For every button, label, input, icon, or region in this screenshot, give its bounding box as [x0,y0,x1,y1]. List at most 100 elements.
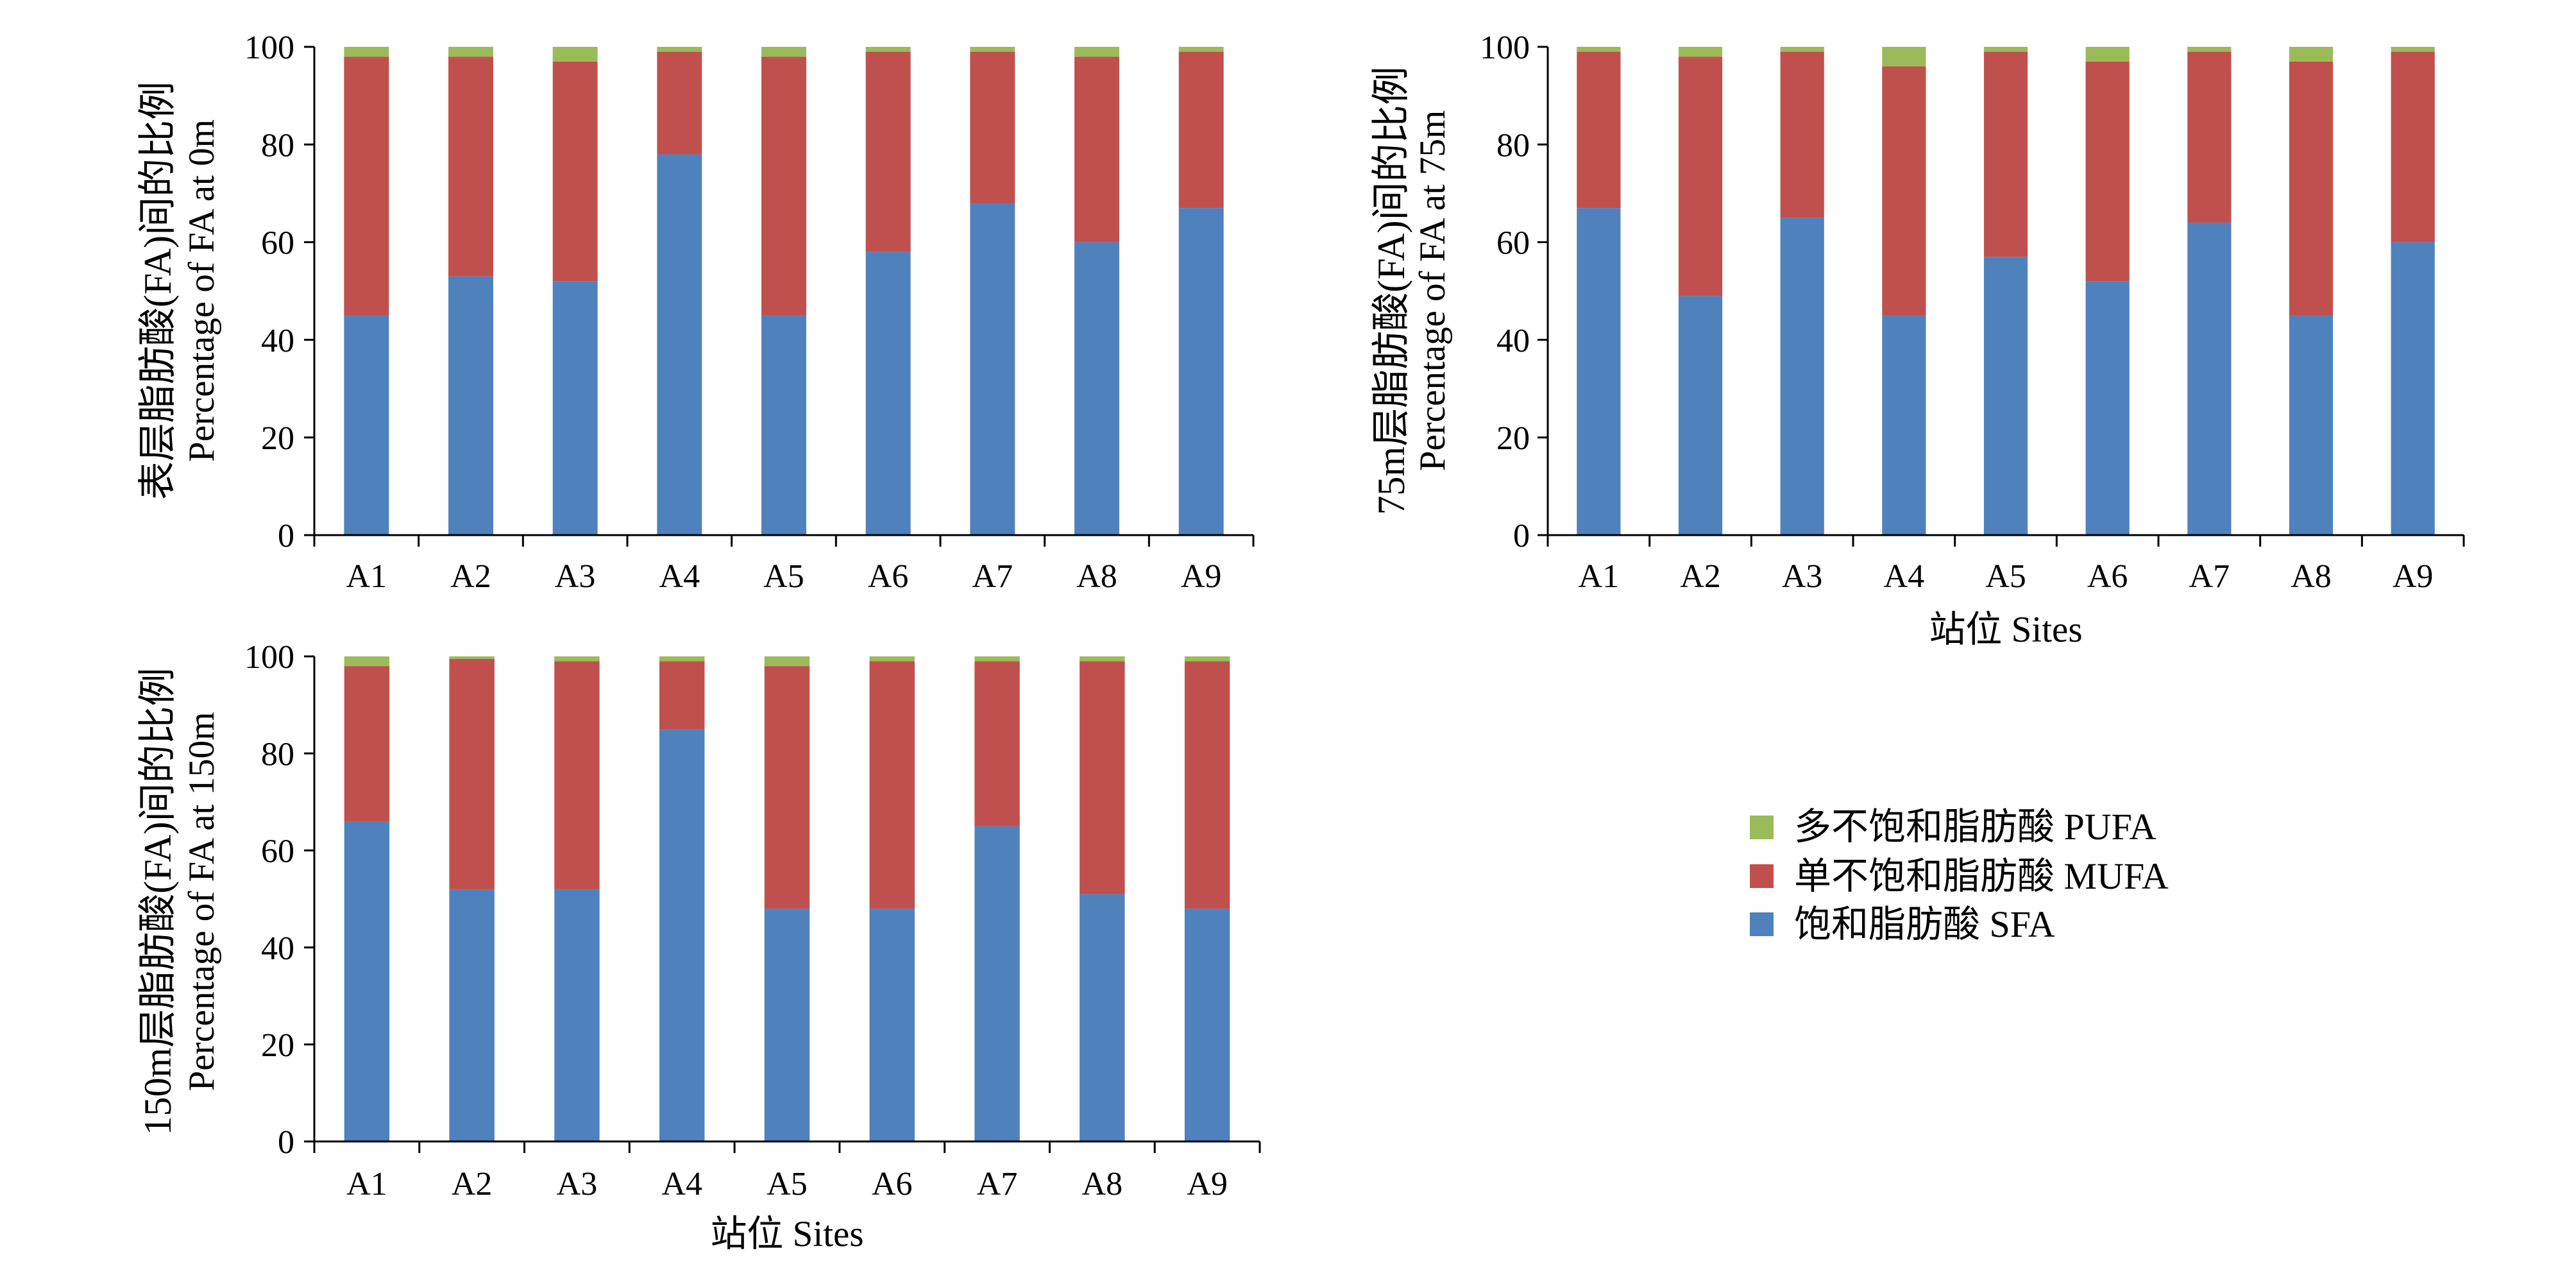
x-tick-label: A7 [2189,558,2230,595]
bar-segment-sfa-a8 [2289,315,2334,535]
bar-segment-sfa-a8 [1074,242,1119,535]
bar-segment-pufa-a4 [659,656,705,662]
bar-segment-mufa-a4 [659,661,705,730]
bar-segment-mufa-a6 [865,51,911,252]
x-tick-label: A7 [972,558,1013,595]
y-axis-title-en: Percentage of FA at 75m [1412,110,1453,471]
x-tick-label: A9 [1181,558,1222,595]
x-tick-label: A4 [661,1166,702,1202]
bar-segment-mufa-a8 [1074,56,1119,243]
bar-segment-pufa-a6 [865,47,911,52]
bar-segment-mufa-a4 [1882,66,1926,316]
legend-swatch-mufa [1750,864,1774,888]
legend-swatch-sfa [1750,912,1774,936]
y-tick-label: 0 [278,1124,294,1161]
bar-segment-pufa-a5 [1983,47,2028,52]
bar-segment-mufa-a1 [344,56,389,316]
bar-segment-mufa-a3 [1780,51,1824,218]
bar-segment-sfa-a3 [1780,218,1824,535]
x-tick-label: A1 [346,558,387,595]
bars [344,47,1224,536]
bar-segment-pufa-a8 [1074,47,1119,57]
x-tick-label: A1 [346,1166,387,1202]
bar-segment-mufa-a7 [970,51,1015,203]
bar-segment-pufa-a7 [970,47,1015,52]
bar-segment-sfa-a3 [552,281,598,535]
bar-segment-sfa-a2 [448,276,493,535]
x-tick-label: A7 [977,1166,1018,1202]
bar-segment-mufa-a8 [2289,61,2334,316]
bar-segment-mufa-a7 [2187,51,2232,223]
bar-segment-mufa-a1 [1577,51,1621,209]
bar-segment-pufa-a2 [1678,47,1723,57]
legend: 多不饱和脂肪酸 PUFA 单不饱和脂肪酸 MUFA 饱和脂肪酸 SFA [1750,806,2169,945]
y-tick-label: 60 [261,225,294,262]
y-tick-label: 80 [261,736,294,773]
bar-segment-mufa-a2 [1678,56,1723,296]
legend-label-sfa: 饱和脂肪酸 SFA [1794,903,2055,945]
bar-segment-pufa-a9 [1184,656,1230,662]
bar-segment-pufa-a3 [554,656,600,662]
bar-segment-mufa-a1 [344,666,390,822]
bar-segment-sfa-a9 [2391,242,2435,535]
bar-segment-mufa-a4 [657,51,702,155]
x-tick-label: A5 [1985,558,2026,595]
bar-segment-mufa-a7 [974,661,1020,826]
bar-segment-pufa-a5 [764,656,810,667]
legend-swatch-pufa [1750,816,1774,839]
x-tick-label: A9 [1187,1166,1228,1202]
x-axis-title: 站位 Sites [1929,610,2082,650]
bar-segment-sfa-a6 [869,909,915,1141]
x-axis-title: 站位 Sites [710,1214,863,1254]
y-tick-label: 0 [1513,518,1530,554]
y-tick-label: 20 [1496,420,1530,457]
bars [1577,47,2435,535]
bar-segment-sfa-a4 [659,729,705,1141]
bar-segment-mufa-a2 [449,658,495,889]
bar-segment-mufa-a6 [2085,61,2130,282]
bar-segment-sfa-a1 [344,821,390,1141]
bar-segment-pufa-a3 [1780,47,1824,52]
bar-segment-pufa-a5 [761,47,806,57]
x-tick-label: A8 [1076,558,1117,595]
y-tick-label: 40 [261,930,294,967]
bar-segment-pufa-a2 [449,656,495,659]
bar-segment-mufa-a3 [552,61,598,282]
bar-segment-mufa-a6 [869,661,915,909]
x-tick-label: A1 [1579,558,1620,595]
bar-segment-mufa-a5 [1983,51,2028,257]
x-tick-label: A9 [2393,558,2434,595]
bar-segment-pufa-a6 [869,656,915,662]
bar-segment-sfa-a6 [2085,281,2130,535]
chart-0m: 表层脂肪酸(FA)间的比例 Percentage of FA at 0m 0 20… [137,30,1255,595]
bar-segment-mufa-a3 [554,661,600,889]
bar-segment-pufa-a4 [657,47,702,52]
x-tick-label: A2 [450,558,491,595]
bar-segment-pufa-a6 [2085,47,2130,62]
bar-segment-sfa-a4 [657,154,702,536]
chart-75m: 75m层脂肪酸(FA)间的比例 Percentage of FA at 75m … [1370,30,2465,650]
x-tick-label: A4 [659,558,700,595]
bar-segment-pufa-a1 [344,656,390,667]
x-tick-label: A3 [1782,558,1823,595]
bar-segment-pufa-a8 [1080,656,1125,662]
bar-segment-sfa-a8 [1080,894,1125,1141]
bar-segment-mufa-a2 [448,56,493,277]
y-tick-label: 40 [261,323,294,359]
bar-segment-mufa-a9 [1184,661,1230,909]
bar-segment-sfa-a4 [1882,315,1926,535]
x-tick-label: A8 [2291,558,2332,595]
x-tick-label: A5 [763,558,804,595]
x-tick-label: A4 [1884,558,1925,595]
bar-segment-sfa-a7 [974,826,1020,1141]
legend-item-mufa: 单不饱和脂肪酸 MUFA [1750,855,2169,897]
y-axis-title-cn: 75m层脂肪酸(FA)间的比例 [1370,67,1412,515]
y-tick-label: 100 [244,30,294,66]
bar-segment-pufa-a9 [1178,47,1224,52]
bar-segment-mufa-a8 [1080,661,1125,894]
x-tick-label: A6 [868,558,909,595]
bar-segment-sfa-a3 [554,889,600,1141]
y-tick-label: 100 [1480,30,1530,66]
x-tick-label: A5 [767,1166,808,1202]
bar-segment-mufa-a9 [2391,51,2435,243]
